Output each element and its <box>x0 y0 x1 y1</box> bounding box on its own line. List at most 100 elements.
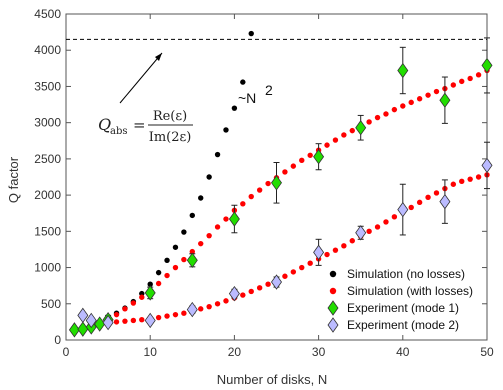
data-point <box>164 272 170 279</box>
data-point <box>408 99 414 106</box>
legend-marker-icon <box>327 300 339 316</box>
data-point <box>349 238 355 244</box>
formula-denominator: Im(2ε) <box>149 130 192 145</box>
data-point <box>144 285 156 301</box>
x-tick-label: 0 <box>63 345 70 359</box>
data-point <box>397 201 409 218</box>
data-point <box>290 269 297 275</box>
data-point <box>68 322 80 338</box>
data-point <box>408 204 414 211</box>
data-point <box>374 114 381 121</box>
data-point <box>228 285 240 302</box>
data-point <box>113 319 120 325</box>
data-point <box>102 314 114 331</box>
data-point <box>307 152 313 158</box>
data-point <box>122 306 128 312</box>
data-point <box>416 96 423 102</box>
data-point <box>366 228 372 235</box>
data-point <box>248 288 254 295</box>
data-point <box>181 229 187 235</box>
data-point <box>271 274 282 290</box>
data-point <box>139 294 145 300</box>
data-point <box>313 149 325 165</box>
data-point <box>248 193 254 200</box>
data-point <box>155 314 162 321</box>
y-tick-label: 500 <box>41 297 61 311</box>
data-point <box>439 193 451 210</box>
data-point <box>324 142 330 148</box>
data-point <box>383 219 389 225</box>
y-tick-label: 1000 <box>34 261 61 275</box>
data-point <box>186 252 198 268</box>
x-tick-label: 40 <box>396 345 410 359</box>
data-point <box>248 30 254 37</box>
data-point <box>391 214 398 220</box>
data-point <box>313 244 325 261</box>
series-layer <box>68 30 493 338</box>
x-tick-label: 10 <box>144 345 158 359</box>
data-point <box>467 75 473 82</box>
data-point <box>475 72 482 78</box>
y-tick-label: 1500 <box>34 224 61 238</box>
scaling-exponent: 2 <box>265 82 273 98</box>
data-point <box>172 264 179 271</box>
data-point <box>366 119 372 125</box>
legend-label: Simulation (with losses) <box>347 284 473 298</box>
x-tick-label: 20 <box>228 345 242 359</box>
data-point <box>459 178 465 185</box>
data-point <box>130 300 137 306</box>
data-point <box>341 132 347 138</box>
data-point <box>282 169 288 175</box>
annotation-arrow <box>119 52 163 104</box>
data-point <box>122 318 128 324</box>
data-point <box>433 190 440 196</box>
data-point <box>332 247 339 253</box>
x-tick-label: 30 <box>312 345 326 359</box>
data-point <box>256 187 263 193</box>
data-point <box>475 174 482 180</box>
data-point <box>181 256 187 263</box>
data-point <box>240 292 246 298</box>
data-point <box>450 181 457 187</box>
data-point <box>349 127 355 134</box>
y-tick-label: 4500 <box>34 7 61 21</box>
data-point <box>214 301 221 307</box>
data-point <box>459 78 465 85</box>
data-point <box>332 137 339 143</box>
data-point <box>265 180 271 187</box>
legend-marker-icon <box>329 287 337 295</box>
data-point <box>271 175 282 191</box>
data-point <box>223 127 229 133</box>
data-point <box>206 303 212 310</box>
data-point <box>265 281 271 287</box>
y-tick-label: 4000 <box>34 43 61 57</box>
data-point <box>324 251 330 258</box>
arrow-head-icon <box>155 53 162 61</box>
data-point <box>282 273 288 279</box>
data-point <box>198 240 204 247</box>
legend-marker-icon <box>327 317 339 333</box>
data-point <box>416 199 423 206</box>
data-point <box>130 317 137 324</box>
data-point <box>164 257 170 264</box>
data-point <box>214 224 221 230</box>
formula-q-sub: abs <box>110 126 128 137</box>
data-point <box>113 311 120 318</box>
formula-numerator: Re(ε) <box>153 109 187 124</box>
legend-label: Experiment (mode 1) <box>347 301 459 315</box>
data-point <box>214 151 221 158</box>
series-experiment-mode-2 <box>77 141 493 331</box>
data-point <box>290 163 297 169</box>
data-point <box>186 301 198 318</box>
data-point <box>164 313 170 319</box>
data-point <box>256 285 263 291</box>
y-tick-label: 3000 <box>34 116 61 130</box>
data-point <box>77 321 89 337</box>
data-point <box>439 92 451 108</box>
data-point <box>139 317 145 323</box>
data-point <box>231 105 238 111</box>
data-point <box>299 264 305 271</box>
series-simulation-no-losses <box>71 30 254 335</box>
data-point <box>397 62 409 79</box>
data-point <box>433 88 440 95</box>
